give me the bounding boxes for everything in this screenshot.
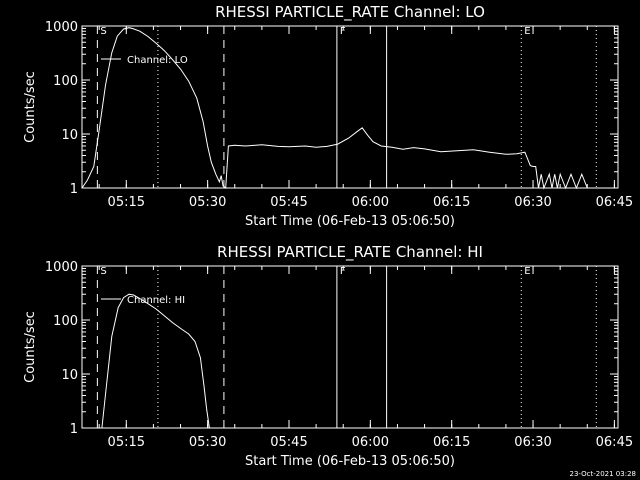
marker-label: E (524, 266, 530, 277)
x-tick-label: 06:00 (352, 435, 389, 450)
marker-label: E (524, 26, 530, 37)
x-axis-label: Start Time (06-Feb-13 05:06:50) (245, 214, 455, 229)
y-tick-label: 100 (53, 74, 78, 89)
y-axis-label: Counts/sec (23, 311, 38, 383)
x-tick-label: 06:30 (514, 435, 551, 450)
x-tick-label: 05:30 (189, 435, 226, 450)
x-tick-label: 05:30 (189, 195, 226, 210)
y-tick-label: 10 (61, 368, 78, 383)
x-axis-label: Start Time (06-Feb-13 05:06:50) (245, 454, 455, 469)
x-tick-label: 06:15 (433, 195, 470, 210)
x-tick-label: 06:15 (433, 435, 470, 450)
footer-timestamp: 23-Oct-2021 03:28 (570, 470, 636, 478)
plot-frame (81, 265, 619, 429)
y-tick-label: 1 (70, 422, 78, 437)
legend: Channel: HI (101, 295, 185, 306)
chart-title: RHESSI PARTICLE_RATE Channel: HI (217, 243, 483, 262)
chart-title: RHESSI PARTICLE_RATE Channel: LO (215, 3, 485, 22)
y-tick-label: 10 (61, 128, 78, 143)
y-axis-label: Counts/sec (23, 71, 38, 143)
x-tick-label: 06:45 (596, 435, 633, 450)
series-line-hi (101, 293, 210, 429)
y-tick-label: 1000 (45, 20, 78, 35)
marker-label: S (100, 266, 106, 277)
plot-frame (81, 25, 619, 189)
series-line-lo (81, 27, 588, 190)
panel-hi: RHESSI PARTICLE_RATE Channel: HI Counts/… (23, 243, 633, 469)
y-tick-label: 1 (70, 182, 78, 197)
x-tick-label: 05:45 (270, 195, 307, 210)
marker-label: F (340, 26, 346, 37)
marker-label: S (100, 26, 106, 37)
legend-label: Channel: HI (127, 295, 185, 306)
marker-label: F (340, 266, 346, 277)
legend-label: Channel: LO (127, 55, 188, 66)
x-tick-label: 06:00 (352, 195, 389, 210)
x-tick-label: 06:30 (514, 195, 551, 210)
y-tick-label: 1000 (45, 260, 78, 275)
panel-lo: RHESSI PARTICLE_RATE Channel: LO Counts/… (23, 3, 633, 229)
y-tick-label: 100 (53, 314, 78, 329)
x-tick-label: 05:45 (270, 435, 307, 450)
ticks: 05:15 05:30 05:45 06:00 06:15 06:30 06:45 1 10 10… (45, 260, 633, 450)
x-tick-label: 05:15 (108, 195, 145, 210)
x-tick-label: 05:15 (108, 435, 145, 450)
ticks: 05:15 05:30 05:45 06:00 06:15 06:30 06:45 1 10 10… (45, 20, 633, 210)
x-tick-label: 06:45 (596, 195, 633, 210)
legend: Channel: LO (101, 55, 188, 66)
